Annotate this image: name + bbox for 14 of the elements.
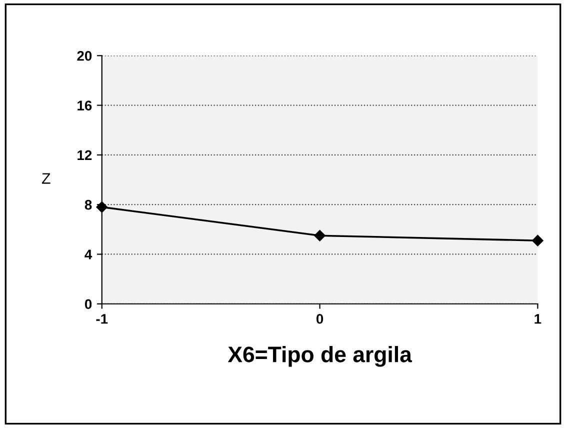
y-tick-label: 4 xyxy=(84,250,92,260)
x-axis-title: X6=Tipo de argila xyxy=(228,346,412,367)
point xyxy=(532,234,544,246)
y-tick-label: 16 xyxy=(78,100,92,110)
x-tick-label: 1 xyxy=(534,314,542,324)
y-tick-label: 8 xyxy=(84,200,92,210)
point xyxy=(96,201,108,213)
x-tick-label: 0 xyxy=(316,314,324,324)
y-axis-title: Z xyxy=(42,173,50,184)
x-tick-label: -1 xyxy=(96,314,108,324)
y-tick-label: 0 xyxy=(84,299,92,310)
y-tick-label: 20 xyxy=(77,50,92,61)
y-tick-label: 12 xyxy=(78,150,92,160)
point xyxy=(314,230,326,242)
